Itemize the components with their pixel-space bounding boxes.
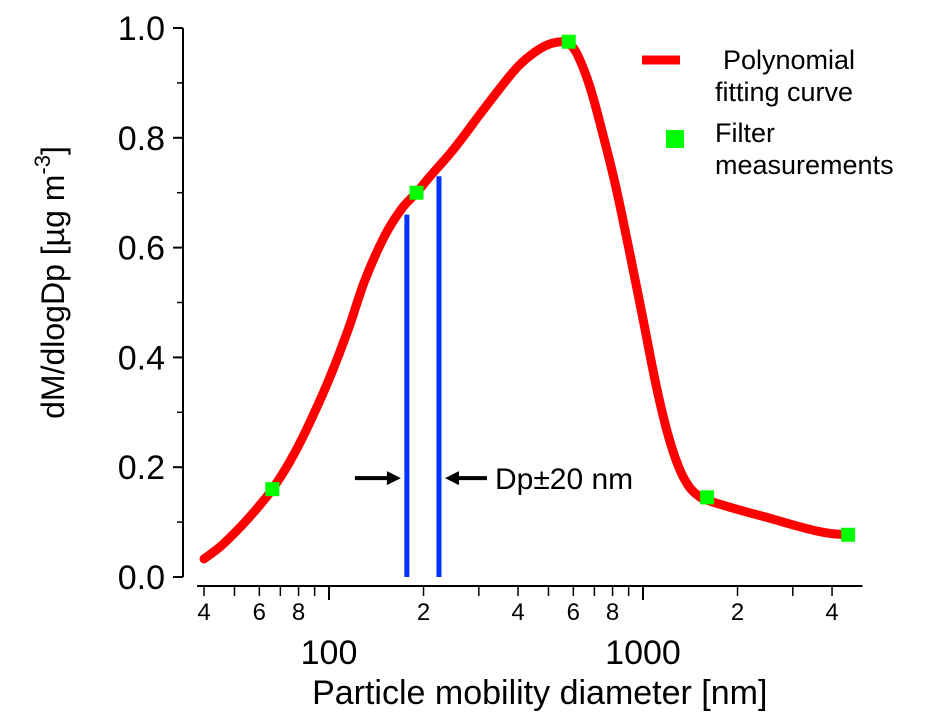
fitting-curve-line: [199, 37, 853, 564]
x-minor-tick-label: 2: [417, 599, 430, 626]
left-arrow-icon: [354, 471, 401, 486]
series-polynomial-fitting-curve: [199, 37, 853, 564]
y-tick-label: 0.4: [118, 339, 165, 377]
legend-square-swatch: [666, 130, 684, 148]
filter-measurement-marker: [409, 185, 424, 200]
x-axis-label: Particle mobility diameter [nm]: [312, 674, 767, 712]
x-minor-tick-label: 4: [825, 599, 838, 626]
x-minor-tick-label: 2: [731, 599, 744, 626]
x-major-tick-label: 100: [301, 634, 358, 672]
legend-label: fitting curve: [715, 77, 853, 107]
y-tick-label: 0.0: [118, 559, 165, 597]
filter-measurement-marker: [841, 527, 856, 542]
y-axis-label-main: dM/dlogDp [µg m: [35, 175, 71, 419]
y-axis-ticks: 0.0 0.2 0.4 0.6 0.8 1.0: [118, 10, 183, 597]
arrow-head: [444, 471, 459, 486]
y-tick-label: 0.2: [118, 449, 165, 487]
x-major-tick-label: 1000: [605, 634, 681, 672]
legend-label: Filter: [715, 118, 775, 148]
arrow-head: [386, 471, 401, 486]
x-minor-tick-label: 4: [197, 599, 210, 626]
y-axis-label-superscript: -3: [30, 155, 55, 175]
x-minor-tick-label: 6: [253, 599, 266, 626]
dp-range-lines: [404, 176, 442, 577]
axes: [182, 28, 863, 587]
dp-annotation: Dp±20 nm: [354, 463, 633, 496]
annotation-label: Dp±20 nm: [495, 463, 633, 496]
x-minor-tick-label: 8: [606, 599, 619, 626]
series-filter-measurements: [265, 34, 856, 542]
filter-measurement-marker: [700, 490, 715, 505]
legend-label: measurements: [715, 150, 894, 180]
y-tick-label: 0.6: [118, 230, 165, 268]
y-tick-label: 0.8: [118, 120, 165, 158]
filter-measurement-marker: [561, 34, 576, 49]
y-tick-label: 1.0: [118, 10, 165, 48]
legend-label: Polynomial: [723, 45, 855, 75]
filter-measurement-marker: [265, 482, 280, 497]
y-axis-label-suffix: ]: [35, 146, 71, 155]
x-minor-tick-label: 4: [511, 599, 524, 626]
y-axis-label: dM/dlogDp [µg m-3]: [30, 146, 71, 419]
right-arrow-icon: [444, 471, 487, 486]
x-minor-tick-label: 6: [567, 599, 580, 626]
x-minor-tick-label: 8: [292, 599, 305, 626]
